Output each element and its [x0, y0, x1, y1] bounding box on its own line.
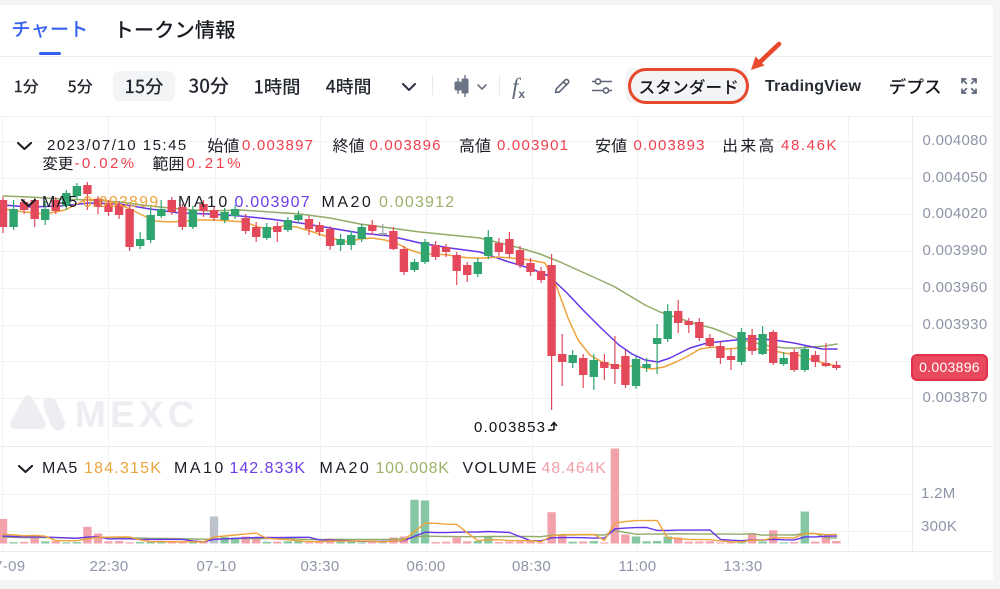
svg-text:MEXC: MEXC: [75, 394, 199, 435]
